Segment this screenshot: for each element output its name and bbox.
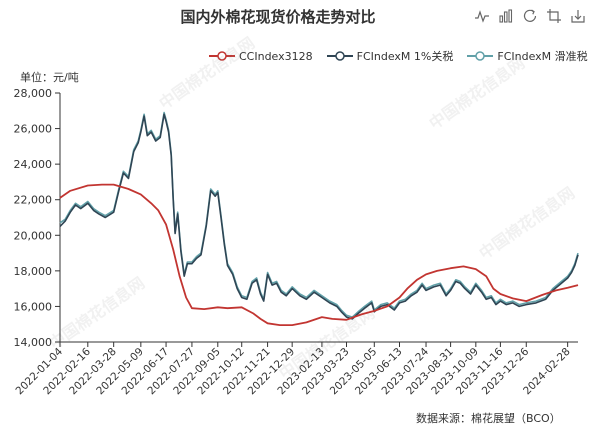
legend-label: FCIndexM 滑准税 [497, 50, 588, 63]
legend-label: FCIndexM 1%关税 [356, 50, 454, 63]
y-axis-unit-label: 单位：元/吨 [20, 71, 79, 84]
y-tick-label: 16,000 [14, 300, 53, 313]
legend-marker-icon [467, 51, 494, 61]
legend-label: CCIndex3128 [239, 49, 313, 63]
download-icon[interactable] [570, 8, 586, 24]
legend-item-ccindex[interactable]: CCIndex3128 [209, 48, 313, 64]
legend-item-fcindex-1pct[interactable]: FCIndexM 1%关税 [326, 48, 454, 64]
chart-legend: CCIndex3128 FCIndexM 1%关税 FCIndexM 滑准税 [209, 48, 588, 64]
crop-icon[interactable] [546, 8, 562, 24]
y-tick-label: 24,000 [14, 158, 53, 171]
series-line-1[interactable] [59, 113, 579, 320]
legend-marker-icon [326, 51, 353, 61]
series-lines [59, 111, 579, 326]
y-tick-label: 20,000 [14, 229, 53, 242]
series-line-0[interactable] [59, 183, 579, 326]
legend-item-fcindex-sliding[interactable]: FCIndexM 滑准税 [467, 48, 588, 64]
restore-icon[interactable] [522, 8, 538, 24]
y-tick-label: 18,000 [14, 265, 53, 278]
y-tick-label: 22,000 [14, 194, 53, 207]
y-tick-label: 14,000 [14, 336, 53, 349]
chart-toolbox [474, 8, 586, 24]
x-axis: 2022-01-042022-02-162022-03-282022-05-09… [13, 341, 578, 397]
y-axis: 14,000 16,000 18,000 20,000 22,000 24,000 26,0… [14, 87, 61, 349]
chart-title: 国内外棉花现货价格走势对比 [180, 8, 376, 26]
bar-switch-icon[interactable] [498, 8, 514, 24]
data-source-label: 数据来源：棉花展望（BCO） [416, 412, 561, 425]
line-switch-icon[interactable] [474, 8, 490, 24]
y-tick-label: 28,000 [14, 87, 53, 100]
legend-marker-icon [209, 51, 235, 61]
y-tick-label: 26,000 [14, 123, 53, 136]
